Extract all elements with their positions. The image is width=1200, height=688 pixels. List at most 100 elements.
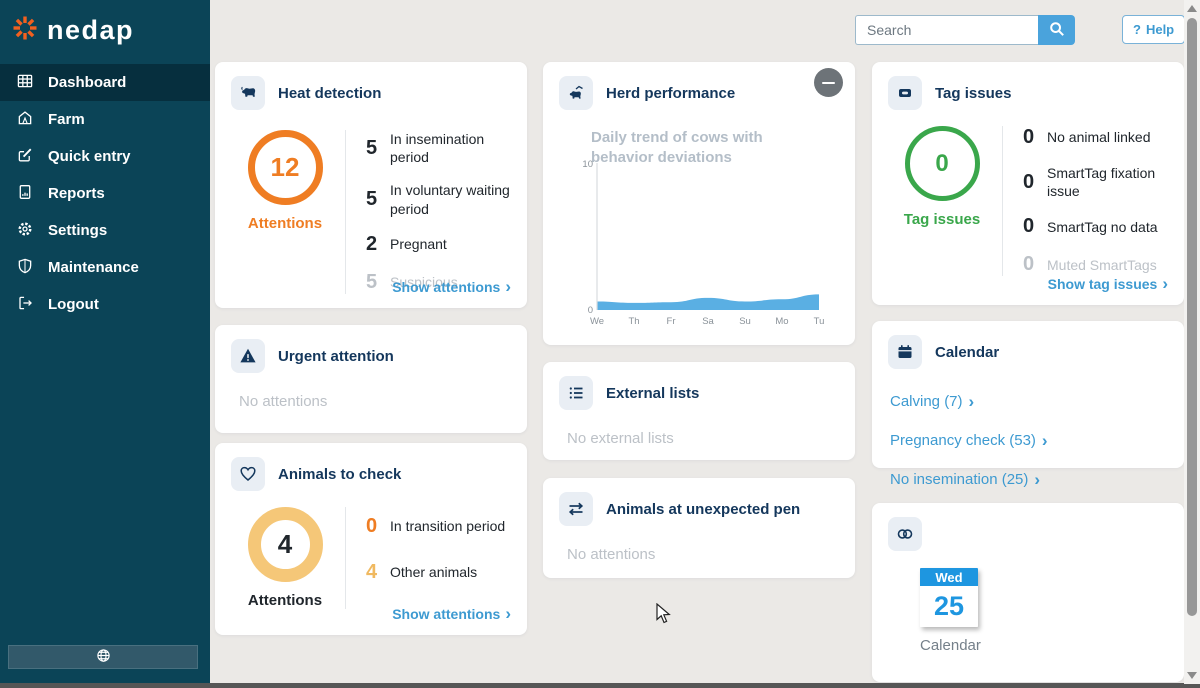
tag-issues-count-ring: 0 bbox=[904, 126, 980, 201]
date-tile[interactable]: Wed 25 bbox=[920, 568, 978, 627]
grid-icon bbox=[17, 73, 33, 93]
swap-arrows-icon bbox=[559, 492, 593, 526]
help-button-label: Help bbox=[1145, 22, 1175, 37]
minus-icon bbox=[822, 81, 835, 84]
sidebar-item-label: Logout bbox=[48, 296, 99, 313]
sidebar-item-logout[interactable]: Logout bbox=[0, 286, 210, 323]
scroll-down-arrow[interactable] bbox=[1187, 672, 1197, 679]
heat-detection-list: 5 In insemination period 5 In voluntary … bbox=[345, 130, 517, 294]
empty-state-text: No attentions bbox=[567, 546, 656, 563]
sidebar-item-farm[interactable]: Farm bbox=[0, 101, 210, 138]
date-tile-day: Wed bbox=[920, 568, 978, 586]
vertical-scrollbar[interactable] bbox=[1184, 0, 1200, 684]
scrollbar-thumb[interactable] bbox=[1187, 18, 1197, 616]
list-item: 4 Other animals bbox=[366, 561, 478, 583]
sidebar-item-quick-entry[interactable]: Quick entry bbox=[0, 138, 210, 175]
calendar-widget-card: Wed 25 Calendar bbox=[872, 503, 1184, 682]
card-title: Heat detection bbox=[278, 84, 382, 102]
list-item: 0 Muted SmartTags bbox=[1023, 253, 1157, 276]
list-item: 5 In insemination period bbox=[366, 131, 485, 166]
date-tile-caption: Calendar bbox=[920, 637, 981, 654]
nedap-logo: nedap bbox=[0, 0, 210, 62]
cow-heat-icon bbox=[231, 76, 265, 110]
card-title: Tag issues bbox=[935, 84, 1012, 102]
list-item: 5 Suspicious bbox=[366, 270, 458, 293]
attentions-count-ring: 12 bbox=[247, 130, 323, 205]
sidebar: nedap Dashboard Farm Quick entry Reports… bbox=[0, 0, 210, 684]
svg-text:Tu: Tu bbox=[814, 316, 825, 327]
attentions-count-label: Attentions bbox=[247, 215, 323, 232]
show-attentions-link[interactable]: Show attentions › bbox=[392, 604, 511, 623]
sidebar-item-label: Settings bbox=[48, 222, 108, 239]
chevron-right-icon: › bbox=[505, 604, 511, 623]
window-bottom-edge bbox=[0, 683, 1200, 688]
urgent-attention-card: Urgent attention No attentions bbox=[215, 325, 527, 433]
calendar-icon bbox=[888, 335, 922, 369]
brand-name: nedap bbox=[47, 15, 135, 45]
list-item: 0 In transition period bbox=[366, 515, 506, 537]
collapse-card-button[interactable] bbox=[814, 68, 843, 97]
sidebar-item-label: Reports bbox=[48, 185, 105, 202]
heat-detection-card: Heat detection 12 Attentions 5 In insemi… bbox=[215, 62, 527, 308]
sidebar-item-dashboard[interactable]: Dashboard bbox=[0, 64, 210, 101]
chart-subtitle: Daily trend of cows with behavior deviat… bbox=[591, 129, 763, 167]
sidebar-item-settings[interactable]: Settings bbox=[0, 212, 210, 249]
ear-tag-icon bbox=[888, 76, 922, 110]
list-item: 0 No animal linked bbox=[1023, 126, 1151, 148]
attentions-count-label: Attentions bbox=[247, 592, 323, 609]
search-input[interactable] bbox=[855, 15, 1038, 45]
globe-icon bbox=[96, 648, 111, 666]
svg-text:10: 10 bbox=[582, 159, 593, 170]
chevron-right-icon: › bbox=[1162, 274, 1168, 293]
unexpected-pen-card: Animals at unexpected pen No attentions bbox=[543, 478, 855, 578]
scroll-up-arrow[interactable] bbox=[1187, 5, 1197, 12]
help-button[interactable]: ? Help bbox=[1122, 15, 1186, 44]
chevron-right-icon: › bbox=[1041, 431, 1048, 450]
sidebar-item-maintenance[interactable]: Maintenance bbox=[0, 249, 210, 286]
language-selector-button[interactable] bbox=[8, 645, 198, 669]
svg-text:Su: Su bbox=[739, 316, 751, 327]
warning-triangle-icon bbox=[231, 339, 265, 373]
animals-to-check-card: Animals to check 4 Attentions 0 In trans… bbox=[215, 443, 527, 635]
calving-link[interactable]: Calving (7) › bbox=[890, 392, 975, 411]
tag-issues-list: 0 No animal linked 0 SmartTag fixation i… bbox=[1002, 126, 1174, 277]
pregnancy-check-link[interactable]: Pregnancy check (53) › bbox=[890, 431, 1048, 450]
show-attentions-link[interactable]: Show attentions › bbox=[392, 277, 511, 296]
question-mark-icon: ? bbox=[1133, 22, 1141, 37]
logout-icon bbox=[17, 295, 33, 315]
tag-issues-count-label: Tag issues bbox=[903, 211, 981, 228]
svg-text:Fr: Fr bbox=[667, 316, 676, 327]
card-title: Animals at unexpected pen bbox=[606, 500, 801, 518]
empty-state-text: No external lists bbox=[567, 430, 674, 447]
external-lists-card: External lists No external lists bbox=[543, 362, 855, 460]
chevron-right-icon: › bbox=[1034, 470, 1041, 489]
heart-icon bbox=[231, 457, 265, 491]
sidebar-item-label: Dashboard bbox=[48, 74, 127, 91]
sidebar-menu: Dashboard Farm Quick entry Reports Setti… bbox=[0, 64, 210, 323]
attentions-count-ring: 4 bbox=[247, 507, 323, 582]
farm-icon bbox=[17, 110, 33, 130]
show-tag-issues-link[interactable]: Show tag issues › bbox=[1047, 274, 1168, 293]
calendar-card: Calendar Calving (7) › Pregnancy check (… bbox=[872, 321, 1184, 488]
card-title: Urgent attention bbox=[278, 347, 394, 365]
chevron-right-icon: › bbox=[505, 277, 511, 296]
calendar-links: Calving (7) › Pregnancy check (53) › No … bbox=[872, 369, 1184, 488]
date-tile-number: 25 bbox=[920, 586, 978, 627]
edit-icon bbox=[17, 147, 33, 167]
card-title: External lists bbox=[606, 384, 700, 402]
animals-to-check-list: 0 In transition period 4 Other animals bbox=[345, 507, 517, 609]
sidebar-item-reports[interactable]: Reports bbox=[0, 175, 210, 212]
list-item: 0 SmartTag fixation issue bbox=[1023, 165, 1156, 200]
gear-icon bbox=[17, 221, 33, 241]
no-insemination-link[interactable]: No insemination (25) › bbox=[890, 470, 1041, 489]
cow-trend-icon bbox=[559, 76, 593, 110]
search-button[interactable] bbox=[1038, 15, 1075, 45]
nedap-star-icon bbox=[12, 15, 38, 46]
list-item: 5 In voluntary waiting period bbox=[366, 182, 510, 217]
link-chain-icon bbox=[888, 517, 922, 551]
svg-text:Sa: Sa bbox=[702, 316, 714, 327]
chevron-right-icon: › bbox=[968, 392, 975, 411]
svg-text:Th: Th bbox=[628, 316, 639, 327]
herd-performance-card: Herd performance Daily trend of cows wit… bbox=[543, 62, 855, 345]
shield-icon bbox=[17, 258, 33, 278]
